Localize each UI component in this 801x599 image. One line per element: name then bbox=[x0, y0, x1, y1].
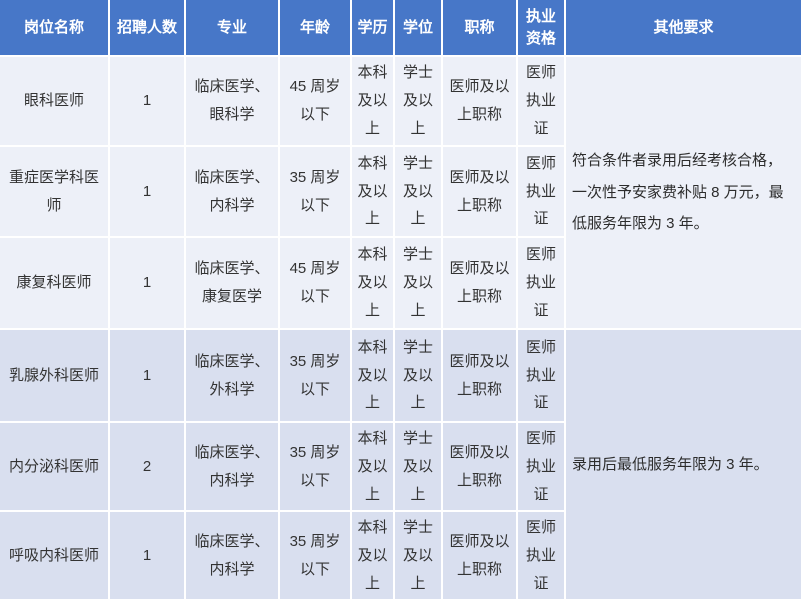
cell-major: 临床医学、内科学 bbox=[186, 512, 280, 599]
cell-position: 重症医学科医师 bbox=[0, 147, 110, 238]
cell-position: 呼吸内科医师 bbox=[0, 512, 110, 599]
cell-degree: 学士及以上 bbox=[395, 423, 443, 513]
cell-count: 1 bbox=[110, 330, 186, 423]
cell-title: 医师及以上职称 bbox=[443, 330, 518, 423]
cell-age: 45 周岁以下 bbox=[280, 57, 352, 147]
cell-major: 临床医学、康复医学 bbox=[186, 238, 280, 330]
header-position-name: 岗位名称 bbox=[0, 0, 110, 57]
cell-education: 本科及以上 bbox=[352, 423, 395, 513]
cell-major: 临床医学、内科学 bbox=[186, 423, 280, 513]
cell-position: 乳腺外科医师 bbox=[0, 330, 110, 423]
cell-degree: 学士及以上 bbox=[395, 512, 443, 599]
table-row: 呼吸内科医师 1 临床医学、内科学 35 周岁以下 本科及以上 学士及以上 医师… bbox=[0, 512, 801, 599]
cell-major: 临床医学、眼科学 bbox=[186, 57, 280, 147]
table-row: 乳腺外科医师 1 临床医学、外科学 35 周岁以下 本科及以上 学士及以上 医师… bbox=[0, 330, 801, 599]
header-other-requirements: 其他要求 bbox=[566, 0, 801, 57]
cell-license: 医师执业证 bbox=[518, 57, 566, 147]
cell-title: 医师及以上职称 bbox=[443, 512, 518, 599]
cell-education: 本科及以上 bbox=[352, 512, 395, 599]
cell-count: 1 bbox=[110, 147, 186, 238]
cell-title: 医师及以上职称 bbox=[443, 423, 518, 513]
cell-education: 本科及以上 bbox=[352, 147, 395, 238]
cell-count: 1 bbox=[110, 57, 186, 147]
cell-license: 医师执业证 bbox=[518, 423, 566, 513]
cell-degree: 学士及以上 bbox=[395, 147, 443, 238]
cell-title: 医师及以上职称 bbox=[443, 147, 518, 238]
header-recruit-count: 招聘人数 bbox=[110, 0, 186, 57]
header-qualification: 执业资格 bbox=[518, 0, 566, 57]
cell-license: 医师执业证 bbox=[518, 147, 566, 238]
table-row: 重症医学科医师 1 临床医学、内科学 35 周岁以下 本科及以上 学士及以上 医… bbox=[0, 147, 801, 238]
cell-other-requirements-group2: 录用后最低服务年限为 3 年。 bbox=[566, 330, 801, 599]
cell-age: 35 周岁以下 bbox=[280, 330, 352, 423]
table-row: 康复科医师 1 临床医学、康复医学 45 周岁以下 本科及以上 学士及以上 医师… bbox=[0, 238, 801, 330]
cell-education: 本科及以上 bbox=[352, 330, 395, 423]
cell-count: 2 bbox=[110, 423, 186, 513]
cell-position: 内分泌科医师 bbox=[0, 423, 110, 513]
cell-count: 1 bbox=[110, 238, 186, 330]
cell-count: 1 bbox=[110, 512, 186, 599]
cell-education: 本科及以上 bbox=[352, 57, 395, 147]
cell-age: 45 周岁以下 bbox=[280, 238, 352, 330]
cell-education: 本科及以上 bbox=[352, 238, 395, 330]
header-row: 岗位名称 招聘人数 专业 年龄 学历 学位 职称 执业资格 其他要求 bbox=[0, 0, 801, 57]
cell-degree: 学士及以上 bbox=[395, 238, 443, 330]
header-major: 专业 bbox=[186, 0, 280, 57]
cell-position: 康复科医师 bbox=[0, 238, 110, 330]
cell-degree: 学士及以上 bbox=[395, 330, 443, 423]
header-education: 学历 bbox=[352, 0, 395, 57]
cell-age: 35 周岁以下 bbox=[280, 512, 352, 599]
cell-degree: 学士及以上 bbox=[395, 57, 443, 147]
header-age: 年龄 bbox=[280, 0, 352, 57]
cell-age: 35 周岁以下 bbox=[280, 423, 352, 513]
table-row: 眼科医师 1 临床医学、眼科学 45 周岁以下 本科及以上 学士及以上 医师及以… bbox=[0, 57, 801, 330]
cell-license: 医师执业证 bbox=[518, 330, 566, 423]
cell-major: 临床医学、外科学 bbox=[186, 330, 280, 423]
cell-position: 眼科医师 bbox=[0, 57, 110, 147]
table-row: 内分泌科医师 2 临床医学、内科学 35 周岁以下 本科及以上 学士及以上 医师… bbox=[0, 423, 801, 513]
cell-other-requirements-group1: 符合条件者录用后经考核合格，一次性予安家费补贴 8 万元，最低服务年限为 3 年… bbox=[566, 57, 801, 330]
header-degree: 学位 bbox=[395, 0, 443, 57]
cell-title: 医师及以上职称 bbox=[443, 57, 518, 147]
cell-major: 临床医学、内科学 bbox=[186, 147, 280, 238]
cell-license: 医师执业证 bbox=[518, 512, 566, 599]
cell-age: 35 周岁以下 bbox=[280, 147, 352, 238]
cell-license: 医师执业证 bbox=[518, 238, 566, 330]
header-title: 职称 bbox=[443, 0, 518, 57]
cell-title: 医师及以上职称 bbox=[443, 238, 518, 330]
